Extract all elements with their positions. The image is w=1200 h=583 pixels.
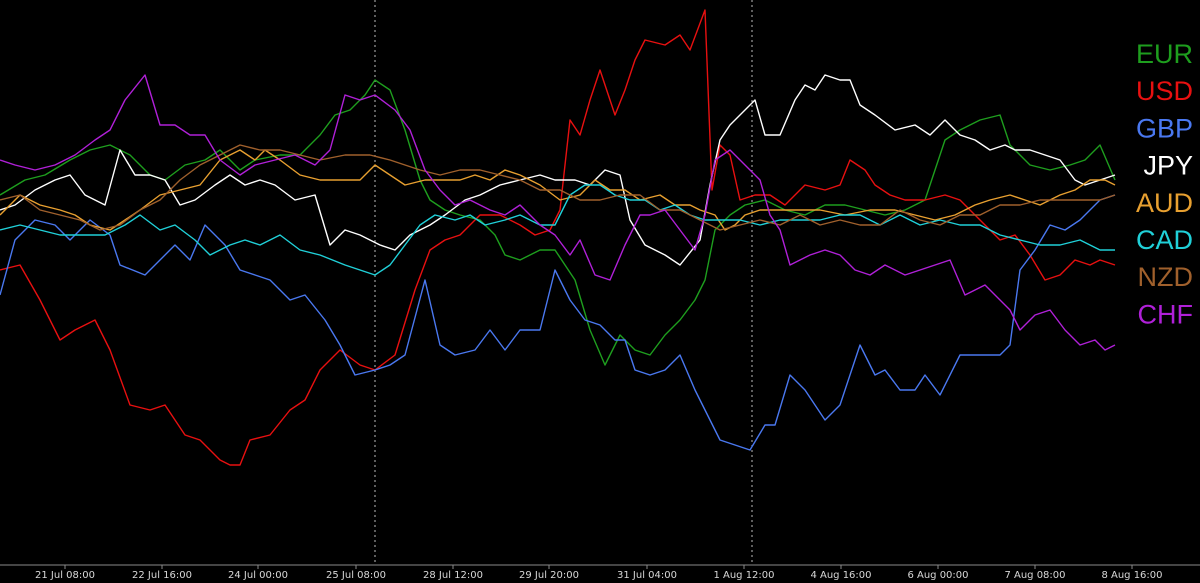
x-axis-ticks: 21 Jul 08:00 22 Jul 16:00 24 Jul 00:00 25 J… bbox=[35, 565, 1163, 581]
x-tick-label: 24 Jul 00:00 bbox=[228, 570, 288, 581]
legend-item-nzd: NZD bbox=[1138, 262, 1194, 292]
x-tick-label: 7 Aug 08:00 bbox=[1004, 570, 1065, 581]
series-line-usd bbox=[0, 9, 1116, 466]
x-tick-label: 1 Aug 12:00 bbox=[713, 570, 774, 581]
x-tick-label: 8 Aug 16:00 bbox=[1101, 570, 1162, 581]
series-line-chf bbox=[0, 74, 1116, 351]
x-tick-label: 6 Aug 00:00 bbox=[907, 570, 968, 581]
x-tick-label: 22 Jul 16:00 bbox=[132, 570, 192, 581]
series-line-cad bbox=[0, 184, 1115, 276]
x-tick-label: 4 Aug 16:00 bbox=[810, 570, 871, 581]
x-tick-label: 21 Jul 08:00 bbox=[35, 570, 95, 581]
x-tick-label: 29 Jul 20:00 bbox=[519, 570, 579, 581]
x-tick-label: 31 Jul 04:00 bbox=[617, 570, 677, 581]
legend-item-chf: CHF bbox=[1138, 299, 1194, 329]
series-line-aud bbox=[0, 149, 1116, 231]
series-line-gbp bbox=[0, 194, 1116, 451]
legend-item-jpy: JPY bbox=[1143, 151, 1193, 181]
legend-item-cad: CAD bbox=[1136, 225, 1193, 255]
series-line-nzd bbox=[0, 144, 1116, 231]
session-markers bbox=[374, 0, 753, 565]
series-line-jpy bbox=[0, 74, 1116, 266]
legend-item-usd: USD bbox=[1136, 76, 1193, 106]
legend-item-aud: AUD bbox=[1136, 188, 1193, 218]
legend: EUR USD GBP JPY AUD CAD NZD CHF bbox=[1136, 39, 1193, 329]
legend-item-eur: EUR bbox=[1136, 39, 1193, 69]
x-tick-label: 28 Jul 12:00 bbox=[423, 570, 483, 581]
legend-item-gbp: GBP bbox=[1136, 113, 1193, 143]
series-lines bbox=[0, 9, 1116, 466]
x-tick-label: 25 Jul 08:00 bbox=[326, 570, 386, 581]
series-line-eur bbox=[0, 79, 1116, 366]
